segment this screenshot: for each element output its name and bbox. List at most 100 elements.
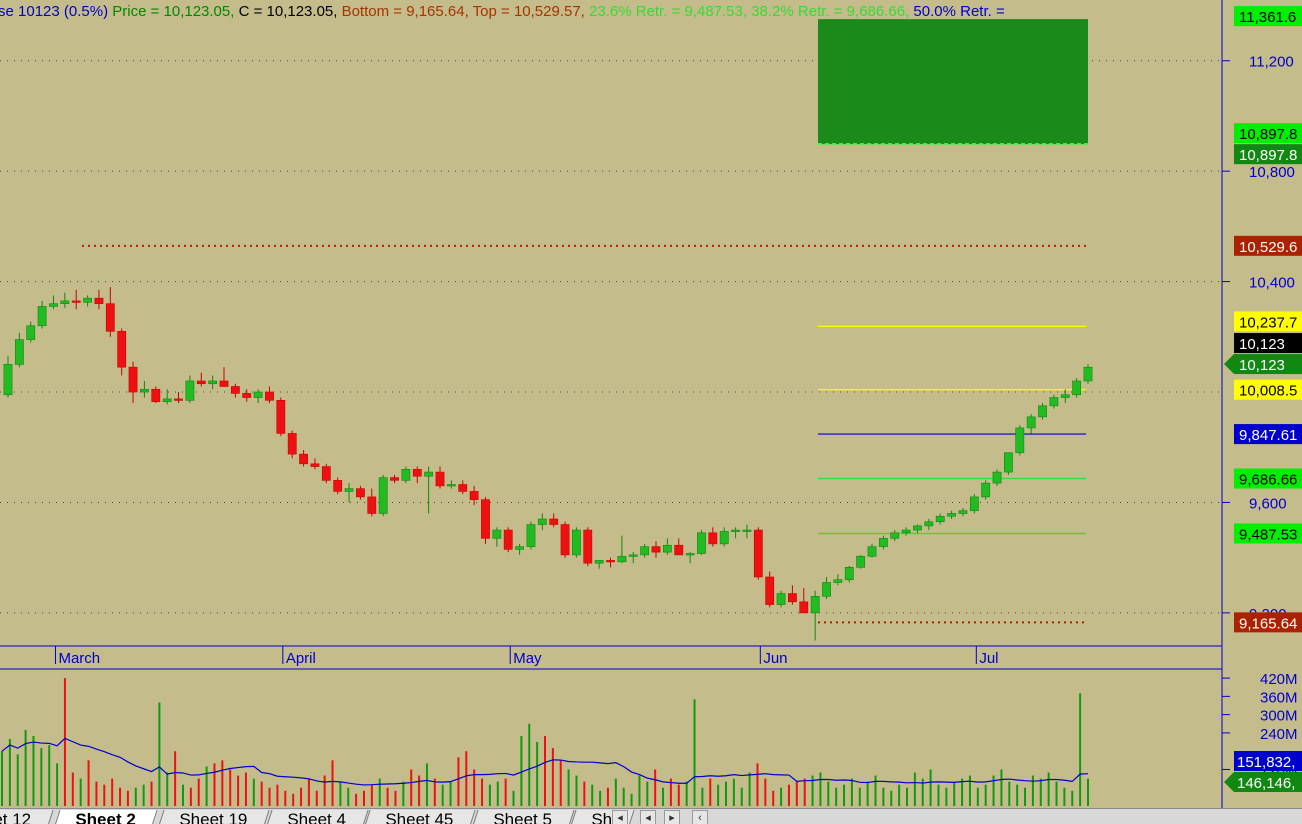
candle: [958, 507, 968, 517]
price-axis-value-label: 9,686.66: [1234, 468, 1302, 489]
price-label-text: 9,847.61: [1239, 427, 1297, 444]
candle: [674, 538, 684, 556]
candle: [1060, 389, 1070, 404]
candle-body: [583, 529, 593, 564]
price-label-text: 10,123: [1239, 336, 1285, 353]
candle: [935, 513, 945, 525]
candle: [356, 485, 365, 500]
candle: [105, 287, 115, 337]
candle: [685, 552, 695, 564]
price-label-text: 10,123: [1239, 357, 1285, 374]
candle-body: [878, 538, 888, 547]
hscroll-left-icon[interactable]: ‹: [692, 810, 708, 824]
candle-body: [1004, 452, 1013, 473]
candle: [878, 535, 888, 550]
candle: [162, 389, 172, 405]
candle: [344, 483, 354, 503]
candle: [378, 474, 388, 517]
month-label: May: [513, 650, 542, 667]
candle: [901, 527, 911, 536]
sheet-tab[interactable]: Sheet 19: [156, 810, 270, 824]
candle-body: [344, 488, 354, 492]
candle-body: [685, 553, 695, 556]
candle-body: [810, 596, 820, 614]
month-label: March: [58, 650, 100, 667]
tab-scroll-left-icon[interactable]: ◂: [640, 810, 656, 824]
candle: [867, 543, 877, 558]
candle: [583, 527, 593, 566]
month-label: April: [286, 650, 316, 667]
tab-scroll-right-icon[interactable]: ▸: [664, 810, 680, 824]
price-label-text: 9,165.64: [1239, 615, 1297, 632]
candle-body: [651, 546, 661, 553]
volume-tick-label: 300M: [1260, 708, 1298, 725]
candle: [640, 543, 650, 558]
month-label: Jul: [979, 650, 998, 667]
candle: [458, 480, 468, 495]
candle: [196, 372, 206, 387]
candle: [208, 375, 218, 390]
candle: [924, 519, 934, 531]
sheet-tab[interactable]: et 12: [0, 810, 54, 824]
target-zone-box: [818, 19, 1088, 145]
sheet-tab-label: Sheet 4: [287, 810, 346, 824]
sheet-tab[interactable]: Sheet 2: [52, 810, 159, 824]
candle-body: [606, 560, 615, 563]
candle: [1038, 403, 1047, 420]
candle-body: [401, 469, 411, 481]
candle: [469, 485, 479, 506]
price-pointer-icon: [1224, 354, 1234, 375]
candle: [753, 527, 763, 580]
sheet-tab-label: Sheet 45: [385, 810, 454, 824]
candle: [697, 530, 706, 555]
candle: [662, 538, 672, 555]
volume-moving-average: [1, 737, 1089, 786]
sheet-tab[interactable]: Sheet 5: [470, 810, 575, 824]
candle: [446, 480, 456, 489]
candle: [128, 361, 138, 404]
candle: [140, 380, 149, 398]
candle-body: [333, 480, 343, 492]
candle-body: [719, 531, 729, 545]
header-segment: 23.6% Retr. = 9,487.53,: [585, 3, 747, 20]
candle: [822, 576, 831, 600]
candle: [560, 521, 570, 558]
header-segment: 38.2% Retr. = 9,686.66,: [747, 3, 909, 20]
candle-body: [174, 398, 183, 401]
candle: [969, 494, 979, 514]
candle: [412, 466, 422, 484]
candle-body: [435, 471, 445, 487]
candle: [651, 541, 661, 558]
candle: [1004, 452, 1013, 475]
volume-pane[interactable]: [0, 670, 1222, 808]
price-label-box: [1234, 333, 1302, 354]
price-label-text: 10,897.8: [1239, 147, 1297, 164]
candle-body: [924, 521, 934, 527]
candle-body: [890, 532, 900, 539]
candle: [549, 513, 559, 528]
price-axis-value-label: 9,165.64: [1234, 612, 1302, 633]
candle-body: [958, 510, 968, 514]
candle-body: [321, 466, 331, 481]
candle: [1049, 394, 1059, 409]
candle-body: [1026, 416, 1036, 429]
candle: [242, 389, 252, 402]
header-segment: C = 10,123.05,: [234, 3, 337, 20]
price-label-box: [1234, 424, 1302, 445]
candle-body: [913, 525, 922, 531]
candle: [26, 321, 36, 343]
candle-body: [94, 297, 104, 304]
volume-label-text: 151,832,: [1237, 754, 1295, 771]
tab-scroll-icon[interactable]: ◂: [612, 810, 628, 824]
candle: [708, 527, 718, 547]
sheet-tab[interactable]: Sheet 45: [362, 810, 476, 824]
candle-body: [230, 386, 240, 394]
header-segment: Bottom = 9,165.64,: [337, 3, 468, 20]
candle-body: [492, 529, 502, 539]
candle-body: [935, 515, 945, 523]
candle: [367, 488, 377, 517]
candle-body: [105, 303, 115, 332]
candle: [333, 477, 343, 495]
sheet-tab[interactable]: Sheet 4: [264, 810, 369, 824]
